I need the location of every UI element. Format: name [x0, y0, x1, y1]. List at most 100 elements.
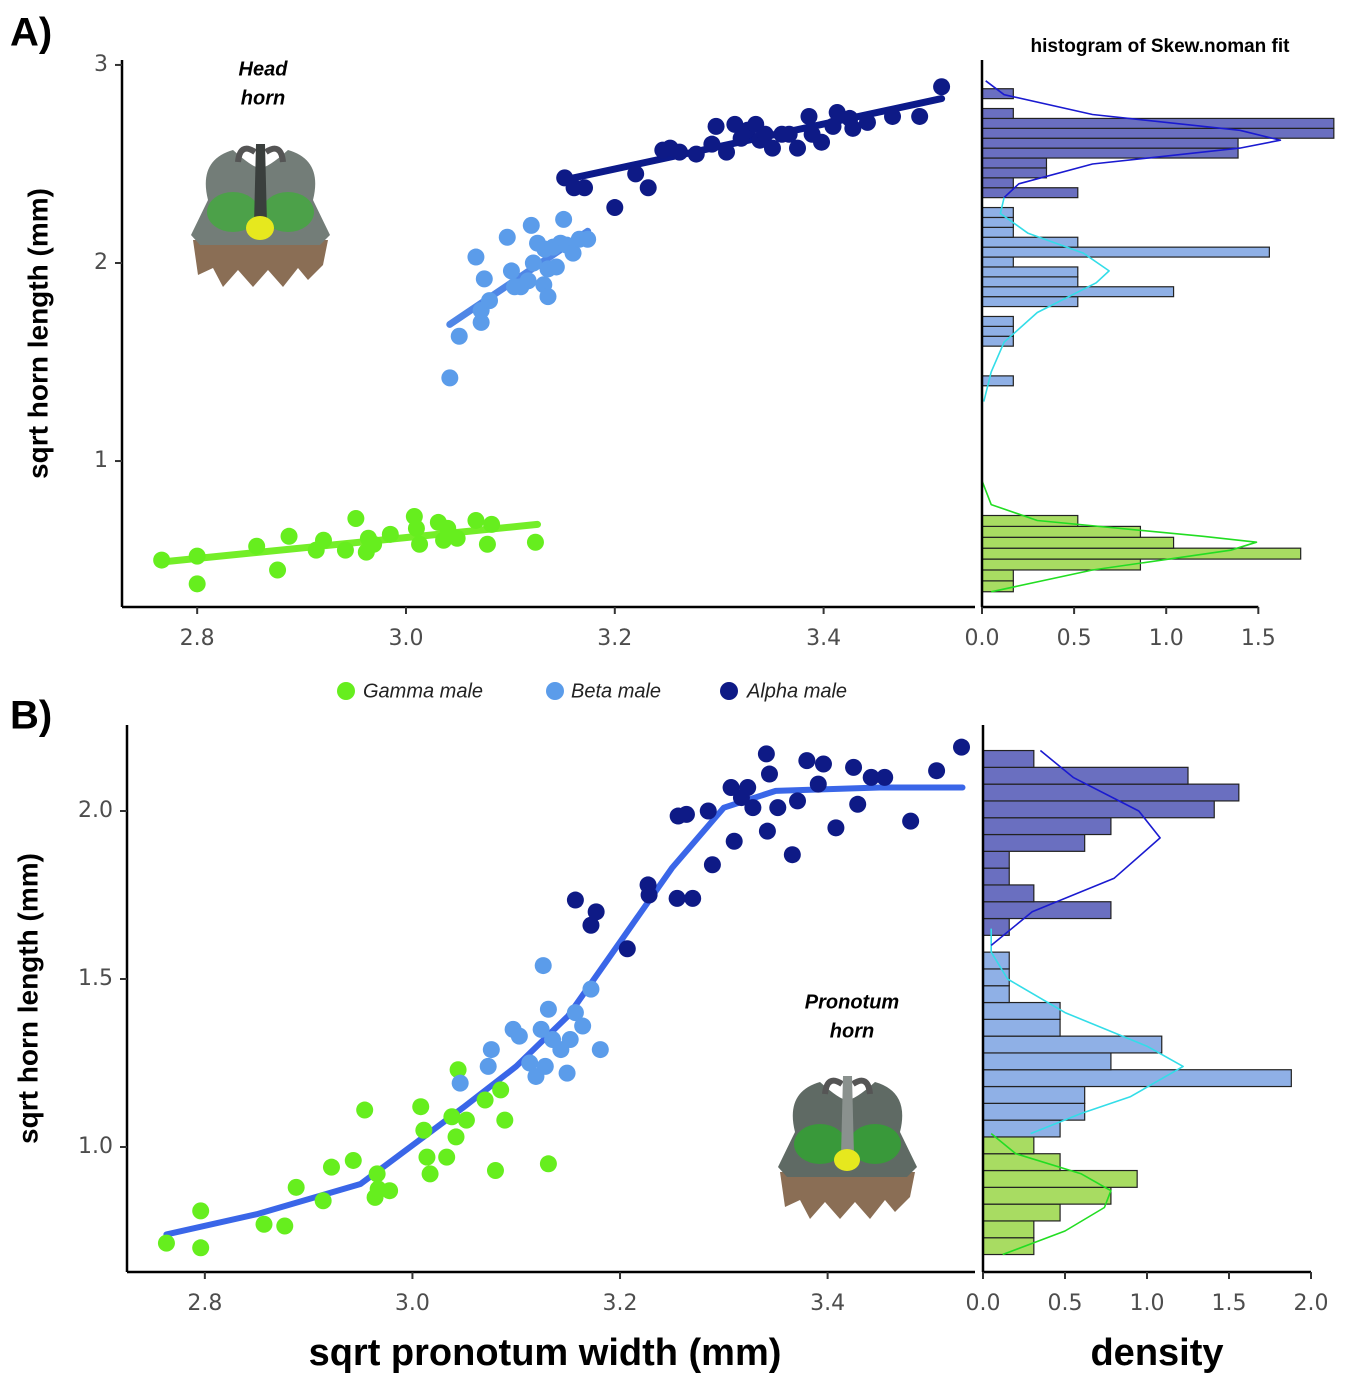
- y-axis-label: sqrt horn length (mm): [22, 188, 53, 479]
- histogram-bar: [982, 1069, 1292, 1088]
- data-point: [315, 531, 333, 549]
- data-point: [582, 916, 600, 934]
- data-point: [496, 1111, 514, 1129]
- y-tick-label: 3: [94, 52, 108, 77]
- histogram-bar: [982, 817, 1112, 836]
- data-point: [451, 1074, 469, 1092]
- data-point: [564, 244, 582, 262]
- data-point: [449, 1061, 467, 1079]
- y-tick-label: 1: [94, 448, 108, 473]
- data-point: [476, 1091, 494, 1109]
- data-point: [483, 515, 501, 533]
- data-point: [248, 537, 266, 555]
- histogram-bar: [981, 107, 1014, 120]
- data-point: [450, 327, 468, 345]
- data-point: [798, 752, 816, 770]
- x-tick-label: 1.5: [1212, 1291, 1247, 1316]
- data-point: [280, 527, 298, 545]
- data-point: [276, 1217, 294, 1235]
- data-point: [524, 254, 542, 272]
- data-point: [472, 313, 490, 331]
- data-point: [800, 107, 818, 125]
- x-tick-label: 1.5: [1241, 626, 1276, 651]
- data-point: [844, 119, 862, 137]
- histogram-bar: [981, 536, 1175, 549]
- data-point: [418, 1148, 436, 1166]
- data-point: [574, 1017, 592, 1035]
- data-point: [561, 1030, 579, 1048]
- histogram-bar: [982, 766, 1189, 785]
- data-point: [381, 1182, 399, 1200]
- data-point: [566, 891, 584, 909]
- data-point: [687, 145, 705, 163]
- data-point: [407, 519, 425, 537]
- data-point: [671, 143, 689, 161]
- x-axis-label: density: [1090, 1332, 1223, 1374]
- histogram-bar: [982, 968, 1010, 987]
- legend-marker: [720, 682, 738, 700]
- data-point: [668, 889, 686, 907]
- y-tick-label: 1.0: [78, 1134, 113, 1159]
- histogram-bar: [982, 1186, 1112, 1205]
- data-point: [522, 216, 540, 234]
- data-point: [718, 143, 736, 161]
- annotation: Pronotum: [805, 991, 899, 1013]
- data-point: [539, 288, 557, 306]
- data-point: [744, 799, 762, 817]
- panel-label: B): [10, 694, 52, 738]
- histogram-bar: [981, 256, 1014, 268]
- histogram-bar: [981, 315, 1014, 327]
- x-tick-label: 3.4: [810, 1291, 845, 1316]
- histogram-bar: [982, 901, 1112, 920]
- data-point: [486, 1162, 504, 1180]
- histogram-title: histogram of Skew.noman fit: [1031, 36, 1291, 57]
- data-point: [539, 1000, 557, 1018]
- histogram-bar: [981, 177, 1014, 189]
- data-point: [192, 1239, 210, 1257]
- data-point: [699, 802, 717, 820]
- histogram-bar: [982, 1035, 1163, 1054]
- histogram-bar: [981, 296, 1079, 308]
- legend-marker: [546, 682, 564, 700]
- histogram-bar: [981, 547, 1302, 560]
- histogram-bar: [981, 558, 1142, 571]
- data-point: [566, 1004, 584, 1022]
- density-curve: [981, 480, 1258, 593]
- data-point: [606, 199, 624, 217]
- data-point: [492, 1081, 510, 1099]
- histogram-bar: [982, 1052, 1112, 1071]
- data-point: [539, 1155, 557, 1173]
- histogram-bar: [982, 850, 1010, 869]
- legend-label: Beta male: [571, 680, 661, 702]
- data-point: [902, 812, 920, 830]
- histogram-bar: [982, 1169, 1138, 1188]
- data-point: [579, 230, 597, 248]
- data-point: [555, 210, 573, 228]
- density-curve: [990, 1132, 1112, 1256]
- histogram-bar: [981, 206, 1014, 219]
- data-point: [157, 1234, 175, 1252]
- data-point: [725, 832, 743, 850]
- x-axis-label: sqrt pronotum width (mm): [309, 1332, 782, 1374]
- histogram-bar: [982, 749, 1035, 768]
- data-point: [438, 1148, 456, 1166]
- legend-label: Gamma male: [363, 680, 483, 702]
- data-point: [703, 856, 721, 874]
- data-point: [953, 738, 971, 756]
- data-point: [534, 957, 552, 975]
- data-point: [789, 792, 807, 810]
- annotation: horn: [241, 87, 285, 109]
- data-point: [858, 113, 876, 131]
- data-point: [824, 117, 842, 135]
- data-point: [532, 1020, 550, 1038]
- histogram-bar: [981, 127, 1335, 139]
- data-point: [344, 1151, 362, 1169]
- data-point: [876, 768, 894, 786]
- histogram-bar: [982, 884, 1035, 903]
- x-tick-label: 0.5: [1048, 1291, 1083, 1316]
- x-tick-label: 3.0: [388, 626, 423, 651]
- data-point: [756, 125, 774, 143]
- data-point: [322, 1158, 340, 1176]
- x-tick-label: 3.2: [603, 1291, 638, 1316]
